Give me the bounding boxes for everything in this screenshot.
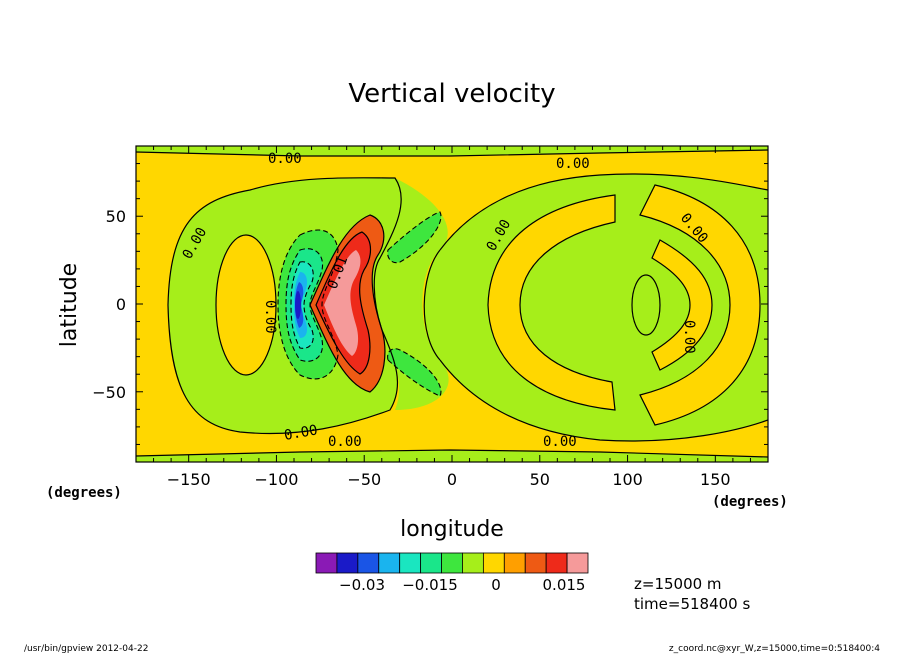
green-blob-upper	[387, 212, 441, 263]
contour-zero-bottom-right	[439, 359, 768, 442]
green-region-right	[424, 173, 768, 441]
contour-fill	[136, 146, 768, 462]
y-tick-label: −50	[92, 383, 126, 402]
colorbar-swatch	[420, 552, 442, 574]
x-tick-label: 100	[612, 470, 643, 489]
y-axis-title: latitude	[57, 263, 82, 347]
contour-lens	[631, 274, 661, 336]
colorbar-label: −0.015	[402, 576, 458, 594]
yellow-crescent-1	[488, 195, 615, 410]
y-tick-label: 0	[116, 295, 126, 314]
annotation-z: z=15000 m	[634, 575, 722, 593]
contour-label: 0.00	[681, 320, 697, 354]
y-unit-label: (degrees)	[46, 485, 122, 501]
x-tick-labels: −150 −100 −50 0 50 100 150	[167, 470, 731, 489]
contour-zero-top-right	[439, 173, 768, 251]
contour-bottom-strip	[136, 449, 768, 458]
contour-neg-lower	[387, 348, 442, 397]
colorbar-swatch	[399, 552, 422, 574]
contour-dashed	[277, 211, 442, 397]
colorbar	[315, 552, 589, 574]
footer-left: /usr/bin/gpview 2012-04-22	[24, 644, 148, 654]
contour-crescent-2	[639, 184, 761, 426]
x-tick-label: 150	[700, 470, 731, 489]
chart-title: Vertical velocity	[348, 79, 555, 109]
colorbar-swatch	[441, 552, 463, 574]
contour-label: 0.00	[283, 422, 319, 444]
x-axis-title: longitude	[400, 517, 504, 542]
contour-lines	[136, 149, 768, 458]
contour-pos-2	[315, 231, 372, 375]
x-tick-label: −50	[347, 470, 381, 489]
colorbar-label: 0	[491, 576, 501, 594]
colorbar-label: 0.015	[543, 576, 586, 594]
green-blob-lower	[387, 348, 441, 396]
contour-label: 0.00	[262, 300, 278, 334]
x-axis-ticks	[135, 146, 769, 462]
contour-label: 0.00	[543, 434, 577, 450]
yellow-crescent-2	[640, 185, 760, 425]
colorbar-labels: −0.03 −0.015 0 0.015	[339, 576, 585, 594]
colorbar-swatch	[378, 552, 401, 574]
y-tick-labels: 50 0 −50	[92, 207, 126, 402]
y-tick-label: 50	[106, 207, 126, 226]
x-tick-label: 50	[530, 470, 550, 489]
colorbar-swatch	[566, 552, 589, 574]
contour-label: 0.00	[328, 434, 362, 450]
colorbar-label: −0.03	[339, 576, 385, 594]
contour-top-strip	[136, 149, 768, 157]
colorbar-swatch	[336, 552, 359, 574]
contour-label: 0.00	[556, 156, 590, 172]
yellow-crescent-3	[652, 240, 712, 370]
y-axis-ticks	[136, 145, 768, 463]
contour-crescent-1	[487, 194, 616, 411]
colorbar-swatch	[503, 552, 526, 574]
pos-core	[324, 250, 361, 356]
contour-zero-center	[423, 249, 441, 361]
annotation-time: time=518400 s	[634, 595, 750, 613]
contour-neg-3	[290, 261, 314, 349]
colorbar-swatch	[315, 552, 338, 574]
yellow-oval-left	[216, 235, 276, 375]
contour-zero-left	[167, 177, 402, 435]
colorbar-swatch	[545, 552, 568, 574]
contour-label: 0.00	[268, 151, 302, 167]
colorbar-swatch	[357, 552, 380, 574]
x-unit-label: (degrees)	[712, 494, 788, 510]
footer-right: z_coord.nc@xyr_W,z=15000,time=0:518400:4	[669, 644, 880, 654]
contour-crescent-3	[651, 239, 713, 371]
contour-neg-1	[277, 229, 339, 380]
contour-zero-oval	[215, 234, 277, 376]
colorbar-swatch	[524, 552, 547, 574]
neg-core	[295, 291, 301, 319]
green-lens	[632, 275, 660, 335]
x-tick-label: −150	[167, 470, 211, 489]
x-tick-label: 0	[447, 470, 457, 489]
colorbar-swatch	[482, 552, 505, 574]
colorbar-swatch	[462, 552, 484, 574]
contour-pos-1	[309, 214, 386, 393]
x-tick-label: −100	[255, 470, 299, 489]
